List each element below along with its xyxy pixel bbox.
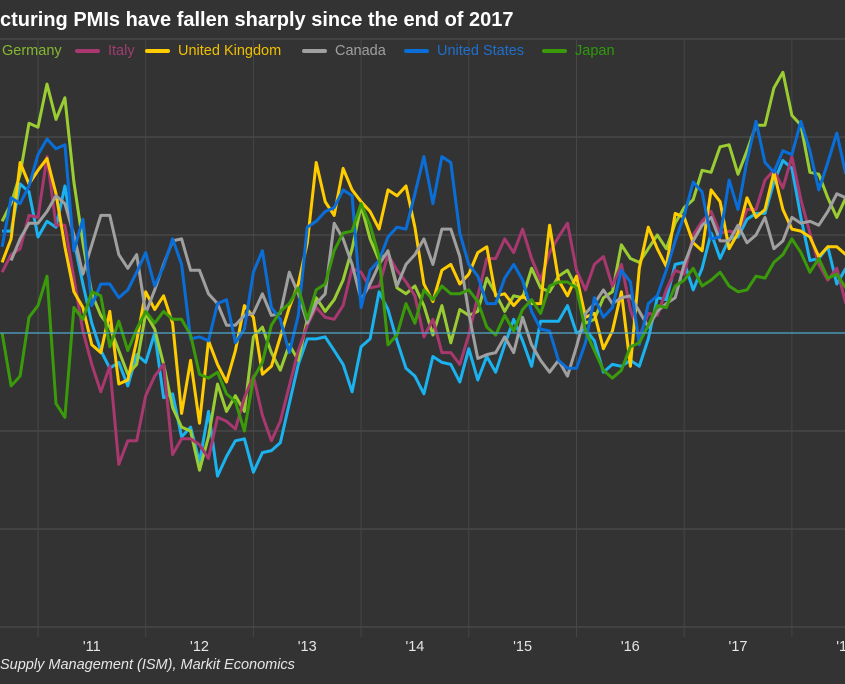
x-tick-label: '14: [405, 639, 424, 655]
series-line-japan: [0, 202, 845, 433]
legend-label: United Kingdom: [178, 43, 282, 59]
series-lines: [0, 70, 845, 478]
legend-label: United States: [437, 43, 525, 59]
series-line-italy: [0, 155, 845, 466]
legend-label: Germany: [2, 43, 62, 59]
series-line-germany: [0, 70, 845, 472]
legend-label: Canada: [335, 43, 386, 59]
legend-label: Japan: [575, 43, 615, 59]
legend-swatch: [302, 49, 327, 53]
legend-swatch: [75, 49, 100, 53]
x-tick-label: '15: [513, 639, 532, 655]
x-tick-label: '18: [836, 639, 845, 655]
legend: Germany Italy United Kingdom Canada United S…: [0, 40, 845, 62]
legend-swatch: [145, 49, 170, 53]
x-tick-label: '17: [729, 639, 748, 655]
series-line-united-states: [0, 119, 845, 370]
legend-item-canada[interactable]: Canada: [302, 40, 386, 62]
legend-label: Italy: [108, 43, 135, 59]
source-note: Supply Management (ISM), Markit Economic…: [0, 657, 295, 673]
x-tick-label: '11: [83, 639, 101, 655]
legend-item-germany[interactable]: Germany: [2, 40, 62, 62]
chart-title: cturing PMIs have fallen sharply since t…: [0, 9, 514, 31]
legend-swatch: [404, 49, 429, 53]
legend-item-united-kingdom[interactable]: United Kingdom: [145, 40, 281, 62]
series-line-united-kingdom: [0, 157, 845, 425]
x-tick-label: '13: [298, 639, 317, 655]
series-line-unnamed-0: [2, 159, 845, 478]
x-axis-ticks: '11 '12 '13 '14 '15 '16 '17 '18: [83, 639, 845, 655]
gridlines: [0, 38, 845, 637]
x-tick-label: '16: [621, 639, 640, 655]
legend-item-japan[interactable]: Japan: [542, 40, 615, 62]
legend-swatch: [542, 49, 567, 53]
x-tick-label: '12: [190, 639, 209, 655]
legend-item-italy[interactable]: Italy: [75, 40, 135, 62]
legend-item-united-states[interactable]: United States: [404, 40, 524, 62]
